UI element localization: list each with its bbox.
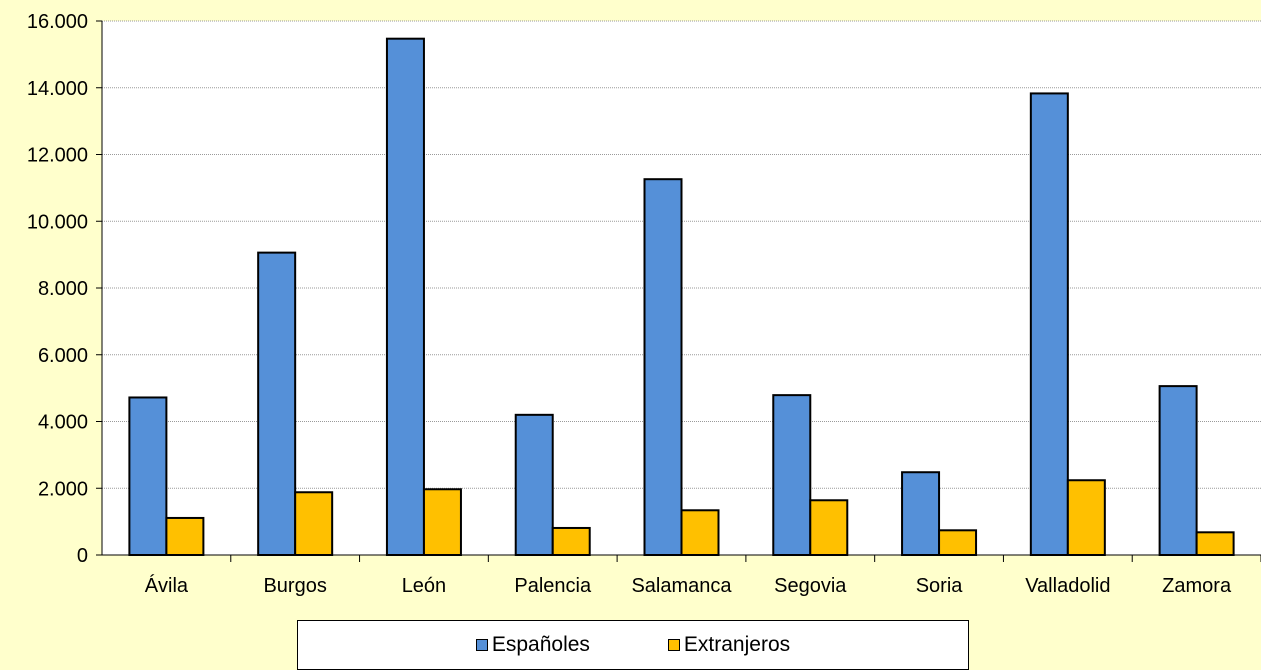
y-tick-label: 10.000	[27, 211, 88, 233]
bar-extranjeros	[551, 526, 591, 556]
x-tick-label: Zamora	[1162, 575, 1232, 597]
y-tick-label: 8.000	[38, 278, 88, 300]
x-tick-label: Palencia	[514, 575, 592, 597]
bar-espanoles	[514, 413, 554, 557]
x-tick-label: Salamanca	[631, 575, 732, 597]
x-tick-label: Valladolid	[1025, 575, 1110, 597]
legend-label-extranjeros: Extranjeros	[683, 633, 791, 656]
bar-espanoles	[772, 394, 812, 557]
x-tick-label: León	[402, 575, 447, 597]
legend: Españoles Extranjeros	[297, 620, 969, 670]
bar-extranjeros	[294, 491, 334, 557]
bar-espanoles	[385, 37, 425, 557]
bar-espanoles	[257, 251, 297, 556]
y-tick-label: 0	[77, 545, 88, 567]
x-tick-label: Ávila	[145, 574, 189, 597]
legend-label-espanoles: Españoles	[491, 633, 590, 656]
y-tick-label: 2.000	[38, 478, 88, 500]
bar-espanoles	[128, 396, 168, 556]
chart-svg: 0 2.000 4.000 6.000 8.000 10.000 12.000 14.000 1…	[27, 11, 1261, 597]
legend-item-espanoles: Españoles	[475, 633, 590, 657]
bar-extranjeros	[680, 509, 720, 556]
bar-extranjeros	[1195, 531, 1235, 556]
bar-espanoles	[1029, 92, 1069, 557]
bar-espanoles	[1158, 385, 1198, 556]
x-tick-label: Burgos	[263, 575, 326, 597]
bar-espanoles	[901, 471, 941, 557]
bar-extranjeros	[1066, 479, 1106, 556]
x-tick-label: Soria	[916, 575, 964, 597]
bar-extranjeros	[809, 499, 849, 557]
bar-extranjeros	[938, 529, 978, 556]
legend-swatch-espanoles	[475, 639, 488, 651]
legend-item-extranjeros: Extranjeros	[667, 633, 791, 657]
bar-extranjeros	[165, 516, 205, 556]
y-tick-label: 12.000	[27, 145, 88, 167]
y-tick-label: 6.000	[38, 345, 88, 367]
y-tick-label: 4.000	[38, 412, 88, 434]
legend-swatch-extranjeros	[667, 639, 680, 651]
bar-espanoles	[643, 178, 683, 556]
bar-extranjeros	[422, 488, 462, 556]
y-tick-label: 16.000	[27, 11, 88, 33]
x-tick-label: Segovia	[774, 575, 847, 597]
y-tick-label: 14.000	[27, 78, 88, 100]
